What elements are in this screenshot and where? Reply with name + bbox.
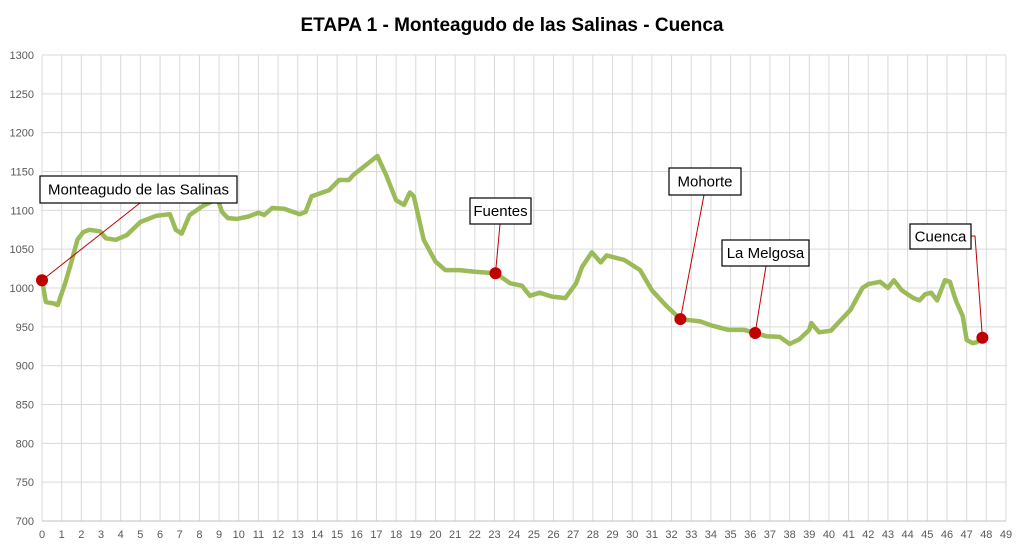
location-marker — [489, 267, 502, 280]
x-tick-label: 12 — [272, 529, 284, 541]
x-tick-label: 8 — [196, 529, 202, 541]
gridlines — [41, 54, 1007, 522]
x-axis: 0 1 2 3 4 5 6 7 8 9 10 11 12 13 14 15 16 17 18 19 20 21 22 23 24… — [39, 529, 1012, 541]
annotation-fuentes: Fuentes — [469, 197, 532, 280]
x-tick-label: 6 — [157, 529, 163, 541]
label-box — [39, 175, 238, 204]
x-tick-label: 9 — [216, 529, 222, 541]
x-tick-label: 24 — [508, 529, 520, 541]
y-tick-label: 1150 — [10, 167, 34, 179]
x-tick-label: 25 — [528, 529, 540, 541]
x-tick-label: 11 — [253, 529, 264, 541]
annotation-monteagudo-de-las-salinas: Monteagudo de las Salinas — [36, 175, 238, 287]
x-tick-label: 7 — [177, 529, 183, 541]
y-tick-label: 800 — [16, 438, 34, 450]
y-tick-label: 1300 — [10, 50, 34, 62]
x-tick-label: 22 — [469, 529, 481, 541]
chart-title: ETAPA 1 - Monteagudo de las Salinas - Cu… — [300, 15, 723, 36]
y-axis: 700 750 800 850 900 950 1000 1050 1100 1150 1200 12… — [10, 50, 34, 528]
annotation-mohorte: Mohorte — [668, 167, 742, 326]
y-tick-label: 1250 — [10, 89, 34, 101]
leader-line — [41, 202, 141, 281]
y-tick-label: 950 — [16, 322, 34, 334]
x-tick-label: 48 — [980, 529, 992, 541]
label-text: Fuentes — [473, 203, 527, 220]
x-tick-label: 34 — [705, 529, 717, 541]
x-tick-label: 41 — [842, 529, 854, 541]
y-tick-label: 1000 — [10, 283, 34, 295]
label-text: Mohorte — [677, 174, 732, 191]
y-tick-label: 900 — [16, 361, 34, 373]
x-tick-label: 37 — [764, 529, 776, 541]
x-tick-label: 21 — [449, 529, 461, 541]
x-tick-label: 27 — [567, 529, 579, 541]
x-tick-label: 28 — [587, 529, 599, 541]
x-tick-label: 1 — [59, 529, 65, 541]
x-tick-label: 29 — [606, 529, 618, 541]
x-tick-label: 43 — [882, 529, 894, 541]
x-tick-label: 49 — [1000, 529, 1012, 541]
label-text: Monteagudo de las Salinas — [48, 182, 229, 199]
x-tick-label: 31 — [646, 529, 658, 541]
x-tick-label: 20 — [429, 529, 441, 541]
label-box — [909, 223, 972, 250]
x-tick-label: 16 — [351, 529, 363, 541]
leader-line — [754, 265, 767, 334]
x-tick-label: 14 — [311, 529, 323, 541]
location-marker — [674, 313, 687, 326]
x-tick-label: 15 — [331, 529, 343, 541]
x-tick-label: 19 — [410, 529, 422, 541]
x-tick-label: 3 — [98, 529, 104, 541]
y-tick-label: 1100 — [10, 205, 34, 217]
y-tick-label: 1200 — [10, 128, 34, 140]
x-tick-label: 13 — [292, 529, 304, 541]
x-tick-label: 38 — [783, 529, 795, 541]
x-tick-label: 26 — [547, 529, 559, 541]
location-marker — [976, 331, 989, 344]
label-text: La Melgosa — [727, 245, 805, 262]
y-tick-label: 700 — [16, 516, 34, 528]
annotation-cuenca: Cuenca — [909, 223, 989, 344]
y-tick-label: 750 — [16, 477, 34, 489]
label-box — [469, 197, 532, 225]
x-tick-label: 2 — [78, 529, 84, 541]
x-tick-label: 39 — [803, 529, 815, 541]
leader-line — [494, 223, 501, 274]
x-tick-label: 0 — [39, 529, 45, 541]
leader-line — [971, 235, 983, 338]
x-tick-label: 30 — [626, 529, 638, 541]
label-box — [721, 239, 810, 267]
x-tick-label: 47 — [961, 529, 973, 541]
x-tick-label: 4 — [118, 529, 124, 541]
series — [39, 153, 985, 347]
label-text: Cuenca — [915, 229, 967, 246]
annotation-la-melgosa: La Melgosa — [721, 239, 810, 340]
x-tick-label: 18 — [390, 529, 402, 541]
x-tick-label: 23 — [488, 529, 500, 541]
x-tick-label: 35 — [724, 529, 736, 541]
x-tick-label: 45 — [921, 529, 933, 541]
x-tick-label: 44 — [902, 529, 914, 541]
elevation-line — [39, 153, 985, 347]
x-tick-label: 32 — [665, 529, 677, 541]
x-tick-label: 33 — [685, 529, 697, 541]
x-tick-label: 42 — [862, 529, 874, 541]
location-marker — [749, 327, 762, 340]
leader-line — [679, 194, 705, 320]
location-marker — [36, 274, 48, 287]
x-tick-label: 5 — [137, 529, 143, 541]
x-tick-label: 40 — [823, 529, 835, 541]
x-tick-label: 36 — [744, 529, 756, 541]
label-box — [668, 167, 742, 196]
y-tick-label: 850 — [16, 400, 34, 412]
x-tick-label: 46 — [941, 529, 953, 541]
x-tick-label: 10 — [233, 529, 245, 541]
y-tick-label: 1050 — [10, 244, 34, 256]
x-tick-label: 17 — [370, 529, 382, 541]
annotations: Monteagudo de las Salinas Fuentes Mohorte L… — [36, 167, 989, 344]
